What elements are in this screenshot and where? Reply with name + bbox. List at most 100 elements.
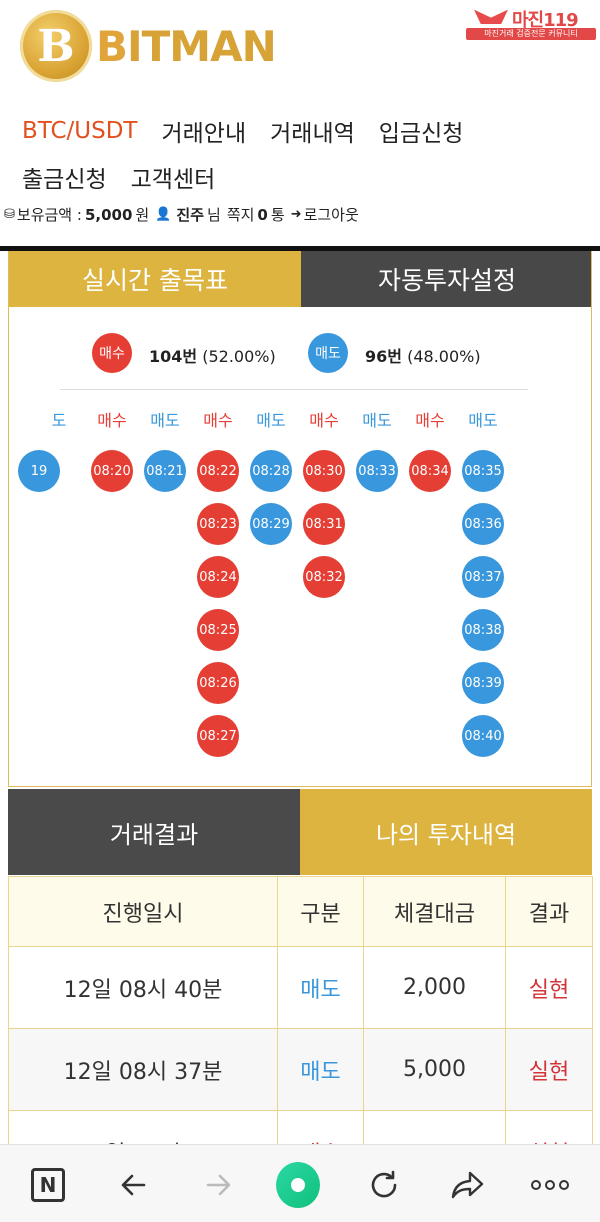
cell-type: 매도: [277, 946, 364, 1029]
home-button[interactable]: [276, 1162, 320, 1208]
note-unit: 통: [270, 206, 285, 224]
board-result-dot: 08:38: [462, 609, 504, 651]
board-result-dot: 19: [18, 450, 60, 492]
board-result-dot: 08:21: [144, 450, 186, 492]
board-column-header: 도: [51, 411, 67, 430]
coins-icon: ⛁: [4, 207, 15, 222]
share-arrow-icon: [451, 1171, 484, 1199]
buy-percent: (52.00%): [202, 347, 276, 366]
board-column-header: 매도: [362, 411, 392, 430]
board-result-dot: 08:24: [197, 556, 239, 598]
naver-n-icon: N: [31, 1168, 65, 1202]
tab-my-investments[interactable]: 나의 투자내역: [300, 789, 592, 875]
logo-coin-letter: B: [37, 20, 75, 72]
board-column-header: 매도: [468, 411, 498, 430]
cell-type: 매도: [277, 1028, 364, 1111]
board-column-header: 매도: [150, 411, 180, 430]
board-result-dot: 08:25: [197, 609, 239, 651]
user-name: 진주: [176, 206, 204, 224]
logo-wordmark: BITMAN: [96, 21, 277, 71]
buy-badge: 매수: [92, 333, 132, 373]
board-result-dot: 08:35: [462, 450, 504, 492]
note-label[interactable]: 쪽지: [226, 206, 255, 224]
more-menu-button[interactable]: [528, 1163, 572, 1207]
investment-table: 진행일시 구분 체결대금 결과 12일 08시 40분 매도 2,000 실현 …: [8, 876, 593, 1193]
board-result-dot: 08:37: [462, 556, 504, 598]
sell-summary-text: 96번 (48.00%): [365, 343, 481, 367]
board-column-header: 매수: [309, 411, 339, 430]
nav-item-support[interactable]: 고객센터: [130, 167, 216, 193]
forward-button[interactable]: [196, 1163, 240, 1207]
board-column-header: 매수: [415, 411, 445, 430]
cell-datetime: 12일 08시 40분: [8, 946, 278, 1029]
naver-n-button[interactable]: N: [26, 1163, 70, 1207]
bitcoin-logo-icon: B: [20, 10, 92, 82]
watermark-logo: 마진119 마진거래 검증전문 커뮤니티: [466, 6, 596, 40]
logout-link[interactable]: 로그아웃: [303, 206, 359, 224]
balance-label: 보유금액 :: [16, 206, 82, 224]
nav-item-withdraw[interactable]: 출금신청: [22, 167, 107, 193]
tab-trade-results[interactable]: 거래결과: [8, 789, 300, 875]
main-nav: BTC/USDT 거래안내 거래내역 입금신청 출금신청 고객센터: [22, 108, 582, 200]
arrow-right-icon: [206, 1174, 231, 1196]
board-tabs: 실시간 출목표 자동투자설정: [9, 251, 591, 307]
board-result-dot: 08:26: [197, 662, 239, 704]
tab-auto-invest[interactable]: 자동투자설정: [301, 251, 591, 307]
nav-item-guide[interactable]: 거래안내: [161, 121, 247, 147]
balance-unit: 원: [135, 206, 150, 224]
user-info-bar: ⛁ 보유금액 : 5,000 원 👤 진주 님 쪽지 0 통 ➜ 로그아웃: [4, 204, 359, 225]
home-circle-icon: [276, 1162, 320, 1208]
board-result-dot: 08:27: [197, 715, 239, 757]
cell-datetime: 12일 08시 37분: [8, 1028, 278, 1111]
site-header: B BITMAN 마진119 마진거래 검증전문 커뮤니티 BTC/USDT 거…: [0, 0, 600, 248]
buy-count: 104번: [149, 347, 198, 366]
sell-count: 96번: [365, 347, 402, 366]
cell-amount: 5,000: [363, 1028, 506, 1111]
sell-badge: 매도: [308, 333, 348, 373]
nav-item-deposit[interactable]: 입금신청: [378, 121, 464, 147]
board-result-dot: 08:23: [197, 503, 239, 545]
result-tabs: 거래결과 나의 투자내역: [8, 789, 592, 875]
board-result-dot: 08:32: [303, 556, 345, 598]
board-column-header: 매수: [203, 411, 233, 430]
note-count[interactable]: 0: [257, 205, 268, 224]
board-result-dot: 08:30: [303, 450, 345, 492]
cell-result: 실현: [505, 946, 593, 1029]
board-result-dot: 08:39: [462, 662, 504, 704]
board-result-dot: 08:31: [303, 503, 345, 545]
buy-summary-text: 104번 (52.00%): [149, 343, 276, 367]
col-header-amount: 체결대금: [363, 876, 506, 947]
col-header-result: 결과: [505, 876, 593, 947]
user-icon: 👤: [155, 207, 172, 222]
reload-button[interactable]: [362, 1163, 406, 1207]
back-button[interactable]: [112, 1163, 156, 1207]
nav-item-history[interactable]: 거래내역: [270, 121, 355, 147]
table-header-row: 진행일시 구분 체결대금 결과: [8, 876, 593, 947]
realtime-board-panel: 실시간 출목표 자동투자설정 매수 104번 (52.00%) 매도 96번 (…: [8, 251, 592, 787]
share-button[interactable]: [446, 1163, 490, 1207]
buy-sell-summary: 매수 104번 (52.00%) 매도 96번 (48.00%): [9, 333, 591, 373]
nav-row-2: 출금신청 고객센터: [22, 154, 582, 200]
col-header-datetime: 진행일시: [8, 876, 278, 947]
board-column-header: 매도: [256, 411, 286, 430]
tab-realtime-board[interactable]: 실시간 출목표: [9, 251, 301, 307]
board-result-dot: 08:22: [197, 450, 239, 492]
user-suffix: 님: [207, 206, 221, 224]
logo-wordmark-rest: ITMAN: [127, 21, 277, 71]
board-column-header: 매수: [97, 411, 127, 430]
cell-result: 실현: [505, 1028, 593, 1111]
watermark-title: 마진119: [512, 10, 579, 31]
summary-divider: [60, 389, 528, 390]
site-logo[interactable]: B BITMAN: [20, 10, 277, 82]
board-result-dot: 08:34: [409, 450, 451, 492]
logout-icon[interactable]: ➜: [290, 207, 302, 222]
balance-value: 5,000: [84, 205, 133, 224]
reload-icon: [371, 1170, 397, 1198]
board-result-dot: 08:20: [91, 450, 133, 492]
table-row: 12일 08시 40분 매도 2,000 실현: [8, 946, 593, 1029]
logo-wordmark-first: B: [96, 21, 128, 71]
sell-percent: (48.00%): [407, 347, 481, 366]
nav-item-btc-usdt[interactable]: BTC/USDT: [22, 118, 138, 144]
more-dots-icon: [531, 1180, 569, 1190]
